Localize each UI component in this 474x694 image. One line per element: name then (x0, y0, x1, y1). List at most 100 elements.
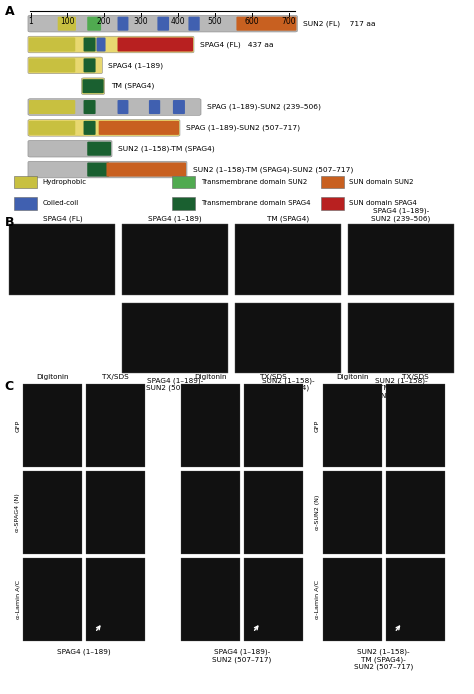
FancyBboxPatch shape (87, 162, 109, 176)
Bar (244, 384, 303, 467)
Bar (386, 471, 445, 554)
Text: 600: 600 (245, 17, 259, 26)
Bar (348, 303, 454, 373)
Text: TX/SDS: TX/SDS (260, 373, 287, 380)
FancyBboxPatch shape (28, 119, 180, 136)
Text: SUN domain SUN2: SUN domain SUN2 (349, 179, 414, 185)
FancyBboxPatch shape (28, 99, 201, 115)
FancyBboxPatch shape (118, 17, 128, 31)
Text: SPAG4 (FL)   437 aa: SPAG4 (FL) 437 aa (200, 41, 273, 48)
Bar (323, 384, 382, 467)
Text: 100: 100 (60, 17, 74, 26)
FancyBboxPatch shape (28, 140, 112, 157)
FancyBboxPatch shape (83, 121, 96, 135)
Text: α-Lamin A/C: α-Lamin A/C (315, 580, 320, 619)
Bar (244, 559, 303, 641)
FancyBboxPatch shape (118, 100, 128, 114)
Bar (181, 471, 240, 554)
Bar (320, 176, 344, 189)
Bar (181, 559, 240, 641)
Bar (235, 224, 341, 295)
FancyBboxPatch shape (28, 36, 194, 53)
Bar (323, 471, 382, 554)
FancyBboxPatch shape (29, 100, 75, 114)
FancyBboxPatch shape (28, 57, 102, 74)
Text: B: B (5, 216, 14, 229)
Bar (86, 559, 145, 641)
Text: 400: 400 (171, 17, 185, 26)
Text: SPAG4 (1–189): SPAG4 (1–189) (57, 649, 111, 655)
Bar (320, 197, 344, 210)
FancyBboxPatch shape (58, 17, 76, 31)
Bar (348, 224, 454, 295)
Text: Digitonin: Digitonin (36, 373, 69, 380)
Bar (122, 224, 228, 295)
Bar (172, 197, 195, 210)
Text: TX/SDS: TX/SDS (102, 373, 129, 380)
Text: Hydrophobic: Hydrophobic (43, 179, 87, 185)
Text: SPAG4 (1–189)-
SUN2 (507–717): SPAG4 (1–189)- SUN2 (507–717) (146, 378, 205, 391)
FancyBboxPatch shape (29, 58, 75, 72)
Text: SPAG (1–189)-SUN2 (507–717): SPAG (1–189)-SUN2 (507–717) (186, 125, 300, 131)
FancyBboxPatch shape (83, 100, 96, 114)
Bar (23, 384, 82, 467)
Text: α-SPAG4 (N): α-SPAG4 (N) (15, 493, 20, 532)
FancyBboxPatch shape (118, 37, 193, 51)
Bar (86, 471, 145, 554)
Text: TM (SPAG4): TM (SPAG4) (267, 215, 309, 222)
Bar (386, 384, 445, 467)
Text: SPAG4 (1–189)-
SUN2 (507–717): SPAG4 (1–189)- SUN2 (507–717) (212, 649, 272, 663)
FancyBboxPatch shape (157, 17, 169, 31)
Text: 1: 1 (28, 17, 33, 26)
Bar (23, 471, 82, 554)
Bar (235, 303, 341, 373)
Bar (86, 384, 145, 467)
Text: 300: 300 (134, 17, 148, 26)
Text: 500: 500 (208, 17, 222, 26)
FancyBboxPatch shape (83, 58, 96, 72)
Bar (386, 559, 445, 641)
FancyBboxPatch shape (99, 121, 179, 135)
FancyBboxPatch shape (29, 37, 75, 51)
Text: SPAG4 (FL): SPAG4 (FL) (43, 215, 82, 222)
FancyBboxPatch shape (87, 17, 101, 31)
Text: SUN2 (1–158)-
TM (SPAG4)-
SUN2 (507–717): SUN2 (1–158)- TM (SPAG4)- SUN2 (507–717) (371, 378, 430, 399)
FancyBboxPatch shape (87, 142, 111, 155)
Text: TM (SPAG4): TM (SPAG4) (110, 83, 154, 90)
Text: A: A (5, 5, 14, 17)
Bar (172, 176, 195, 189)
FancyBboxPatch shape (28, 161, 187, 178)
FancyBboxPatch shape (149, 100, 160, 114)
Text: SPAG4 (1–189)-
SUN2 (239–506): SPAG4 (1–189)- SUN2 (239–506) (371, 208, 430, 222)
Text: SUN2 (1–158)-TM (SPAG4)-SUN2 (507–717): SUN2 (1–158)-TM (SPAG4)-SUN2 (507–717) (193, 167, 354, 173)
Text: α-Lamin A/C: α-Lamin A/C (15, 580, 20, 619)
Text: SUN2 (FL)    717 aa: SUN2 (FL) 717 aa (303, 20, 376, 27)
Text: GFP: GFP (315, 419, 320, 432)
Text: SPAG4 (1–189): SPAG4 (1–189) (109, 62, 164, 69)
Text: Digitonin: Digitonin (194, 373, 227, 380)
Text: α-SUN2 (N): α-SUN2 (N) (315, 495, 320, 530)
FancyBboxPatch shape (107, 162, 186, 176)
Text: GFP: GFP (15, 419, 20, 432)
Text: Transmembrane domain SPAG4: Transmembrane domain SPAG4 (201, 201, 310, 206)
Text: SPAG (1–189)-SUN2 (239–506): SPAG (1–189)-SUN2 (239–506) (207, 104, 321, 110)
Bar (323, 559, 382, 641)
FancyBboxPatch shape (173, 100, 185, 114)
Bar (23, 559, 82, 641)
Bar (14, 176, 37, 189)
Text: Digitonin: Digitonin (336, 373, 369, 380)
Bar (14, 197, 37, 210)
Text: 700: 700 (282, 17, 296, 26)
Text: C: C (5, 380, 14, 393)
Bar (244, 471, 303, 554)
FancyBboxPatch shape (97, 37, 106, 51)
FancyBboxPatch shape (28, 15, 297, 32)
Text: Coiled-coil: Coiled-coil (43, 201, 79, 206)
FancyBboxPatch shape (82, 79, 104, 93)
FancyBboxPatch shape (189, 17, 200, 31)
Text: Transmembrane domain SUN2: Transmembrane domain SUN2 (201, 179, 307, 185)
Bar (181, 384, 240, 467)
Text: SUN2 (1–158)-
TM (SPAG4): SUN2 (1–158)- TM (SPAG4) (262, 378, 314, 391)
FancyBboxPatch shape (82, 78, 105, 94)
Text: TX/SDS: TX/SDS (402, 373, 428, 380)
